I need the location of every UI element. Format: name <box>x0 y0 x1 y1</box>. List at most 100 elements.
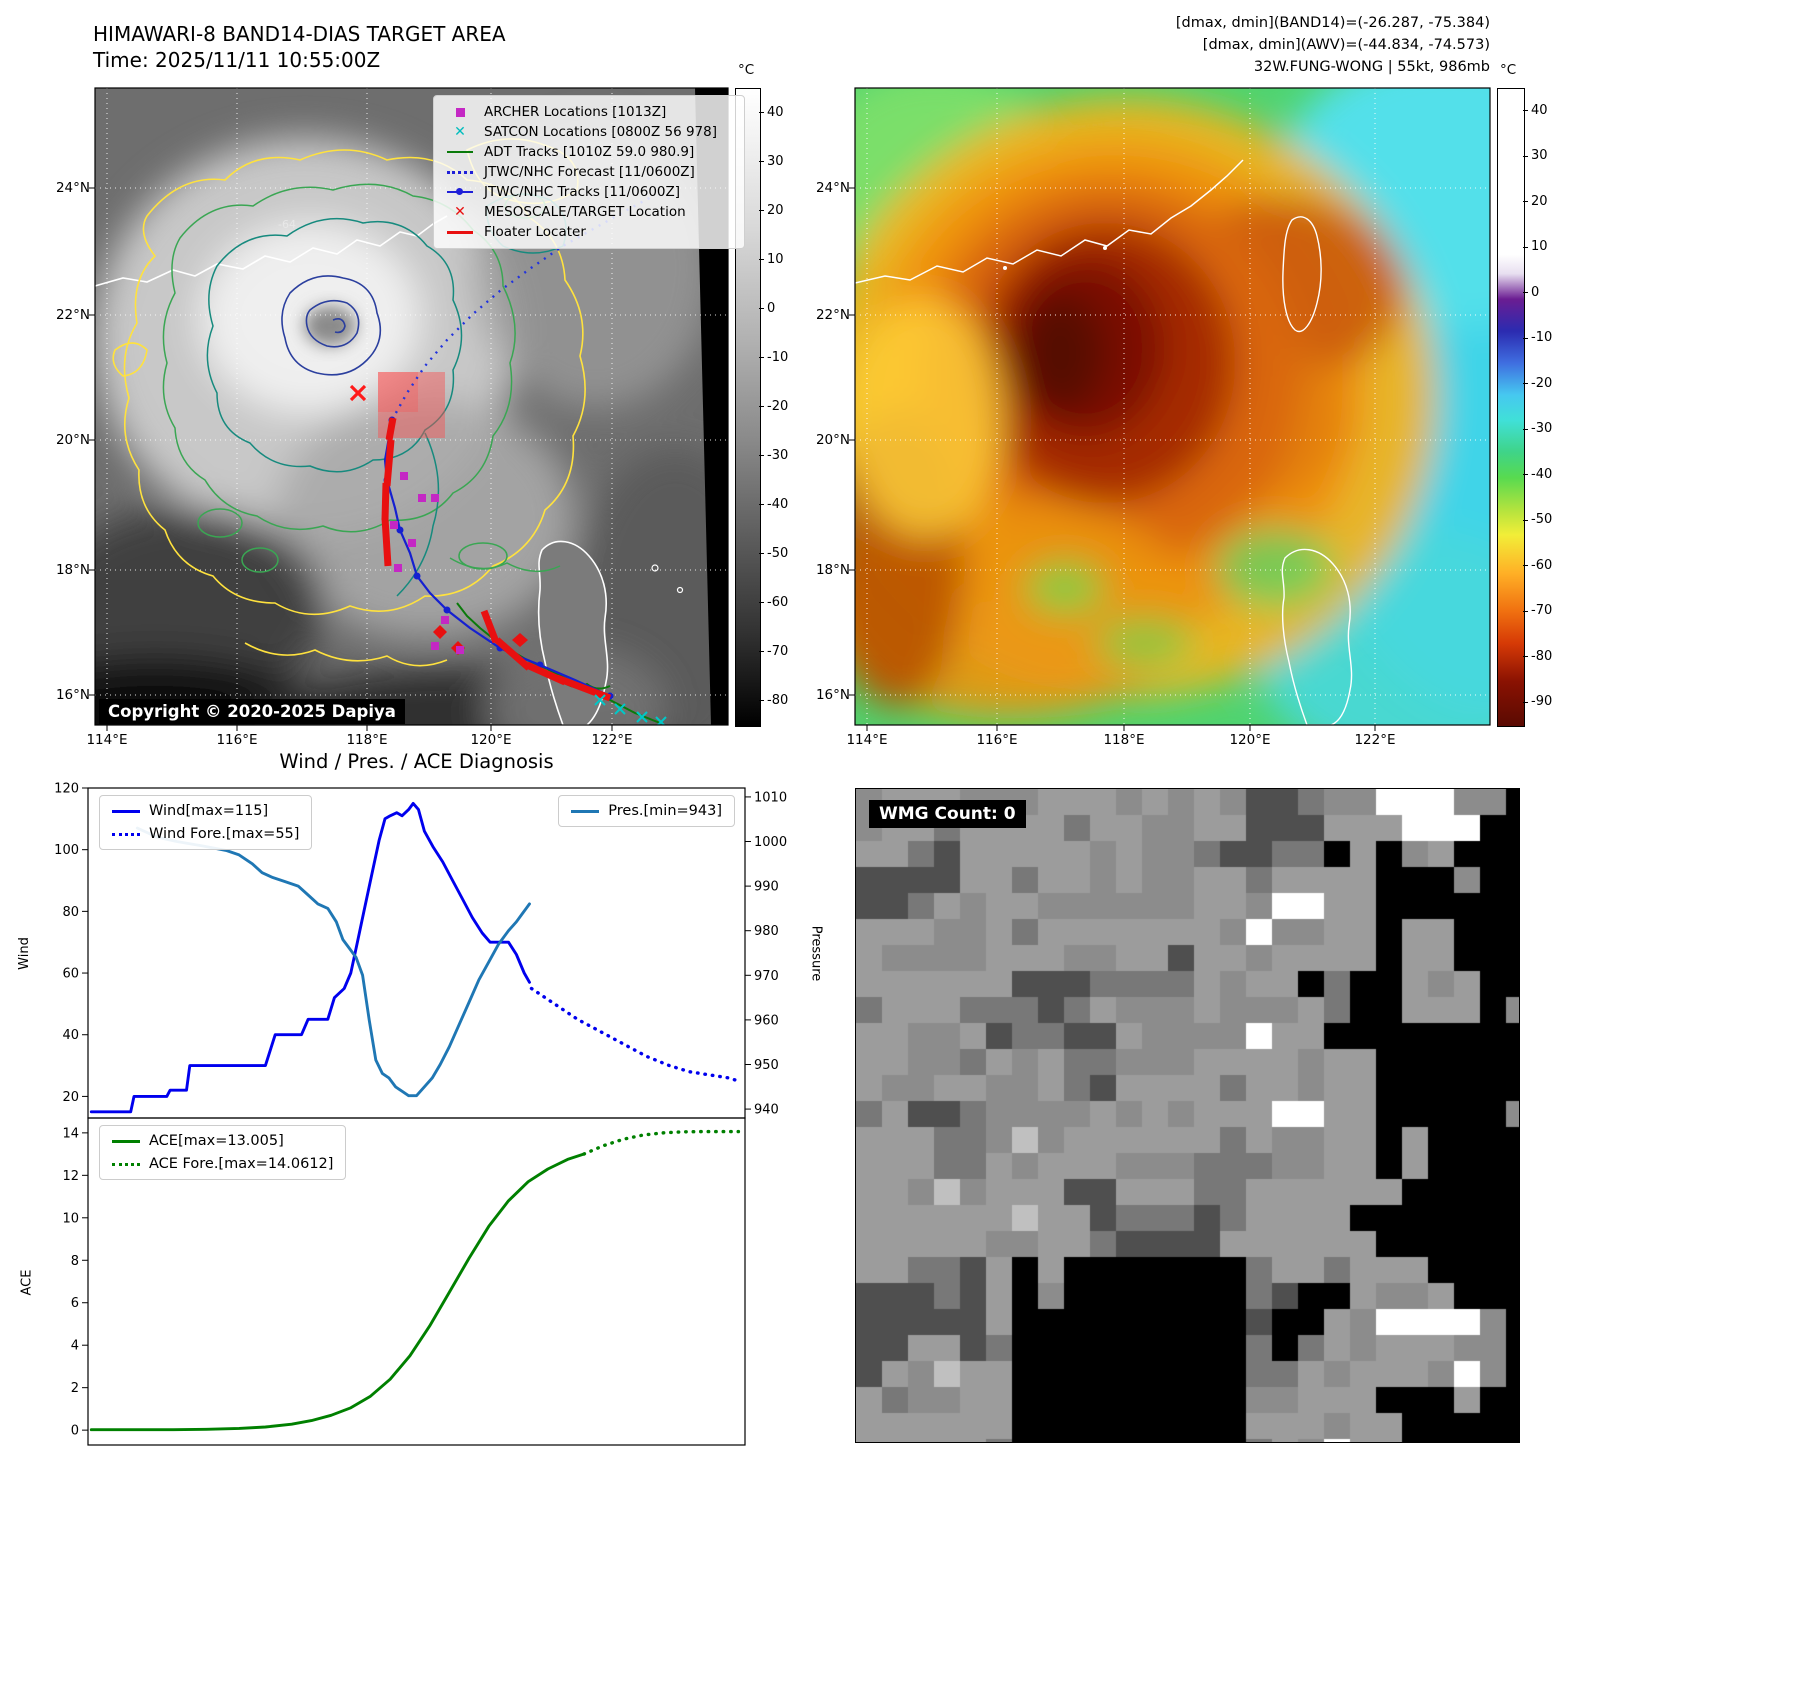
ace-legend: ACE[max=13.005] ACE Fore.[max=14.0612] <box>99 1125 347 1180</box>
axis-tick-label: 40 <box>62 1028 79 1043</box>
colorbar-tick-mark <box>1523 155 1528 157</box>
colorbar-tick-label: 40 <box>767 104 784 120</box>
lon-tick-label: 116°E <box>976 732 1018 748</box>
lat-tick-label: 24°N <box>55 180 90 196</box>
axis-tick-label: 950 <box>754 1058 779 1073</box>
china-coastline <box>855 159 1244 284</box>
lon-tick-label: 118°E <box>1103 732 1145 748</box>
colorbar-tick-mark <box>759 700 764 701</box>
colorbar-unit-label: °C <box>738 62 755 78</box>
colorbar-tick-mark <box>759 553 764 554</box>
axis-tick-label: 970 <box>754 969 779 984</box>
colorbar-tick-label: -70 <box>1531 603 1553 619</box>
colorbar-tick-mark <box>1523 110 1528 112</box>
copyright-watermark: Copyright © 2020-2025 Dapiya <box>99 699 405 724</box>
awv-color-field <box>855 88 1490 725</box>
colorbar-tick-label: 20 <box>767 202 784 218</box>
dmax-dmin-awv: [dmax, dmin](AWV)=(-44.834, -74.573) <box>1202 37 1490 53</box>
colorbar-tick-mark <box>1523 337 1528 339</box>
diagnosis-chart-title: Wind / Pres. / ACE Diagnosis <box>279 750 554 773</box>
lat-tick-label: 18°N <box>815 562 850 578</box>
colorbar-tick-mark <box>759 357 764 358</box>
colorbar-tick-mark <box>1523 701 1528 703</box>
colorbar-tick-mark <box>759 259 764 260</box>
band14-panel-time: Time: 2025/11/11 10:55:00Z <box>93 48 381 72</box>
colorbar-tick-label: 20 <box>1531 193 1548 209</box>
lat-tick-label: 24°N <box>815 180 850 196</box>
lon-tick-label: 122°E <box>1354 732 1396 748</box>
track-line-dot-icon <box>445 185 475 200</box>
colorbar-tick-label: -40 <box>767 496 789 512</box>
lon-tick-label: 114°E <box>86 732 128 748</box>
lat-tick-label: 20°N <box>55 432 90 448</box>
floater-line-icon <box>445 225 475 240</box>
axis-tick-label: 940 <box>754 1103 779 1118</box>
colorbar-tick-mark <box>1523 565 1528 567</box>
floater-track <box>381 417 612 702</box>
colorbar-tick-mark <box>1523 474 1528 476</box>
colorbar-tick-mark <box>759 210 764 211</box>
colorbar-tick-label: 10 <box>1531 239 1548 255</box>
awv-color-map <box>849 87 1491 731</box>
colorbar-tick-label: -20 <box>767 398 789 414</box>
colorbar-tick-label: -30 <box>1531 421 1553 437</box>
colorbar-tick-mark <box>759 651 764 652</box>
colorbar-tick-label: 30 <box>1531 148 1548 164</box>
lon-tick-label: 118°E <box>346 732 388 748</box>
colorbar-tick-label: -80 <box>1531 648 1553 664</box>
colorbar-tick-label: -50 <box>1531 512 1553 528</box>
axis-tick-label: 960 <box>754 1013 779 1028</box>
lat-tick-label: 22°N <box>815 307 850 323</box>
lat-tick-label: 16°N <box>815 687 850 703</box>
axis-tick-label: 990 <box>754 880 779 895</box>
legend-label: MESOSCALE/TARGET Location <box>484 204 686 220</box>
legend-label: ACE[max=13.005] <box>149 1133 284 1149</box>
lon-tick-label: 122°E <box>591 732 633 748</box>
map-axis-ticks <box>89 187 613 731</box>
series-line <box>135 826 531 1098</box>
colorbar-tick-label: 30 <box>767 153 784 169</box>
series-forecast <box>582 1129 741 1156</box>
lon-tick-label: 120°E <box>1229 732 1271 748</box>
lat-tick-label: 18°N <box>55 562 90 578</box>
colorbar-tick-mark <box>759 161 764 162</box>
lat-tick-label: 20°N <box>815 432 850 448</box>
wmg-panel <box>855 788 1520 1443</box>
colorbar-tick-mark <box>759 602 764 603</box>
forecast-dotted-line-icon <box>445 165 475 180</box>
colorbar-tick-label: -10 <box>767 349 789 365</box>
lon-tick-label: 120°E <box>470 732 512 748</box>
colorbar-tick-mark <box>1523 610 1528 612</box>
ace-forecast-line-icon <box>112 1162 140 1166</box>
satcon-x-icon: ✕ <box>454 123 466 140</box>
legend-label: ADT Tracks [1010Z 59.0 980.9] <box>484 144 695 160</box>
pressure-axis-label: Pressure <box>808 925 824 982</box>
legend-label: ACE Fore.[max=14.0612] <box>149 1156 334 1172</box>
axis-tick-label: 12 <box>62 1169 79 1184</box>
colorbar-tick-label: -20 <box>1531 375 1553 391</box>
awv-colorbar <box>1497 88 1525 727</box>
colorbar-tick-label: -80 <box>767 692 789 708</box>
china-coastline <box>95 215 448 287</box>
wmg-pixel-image <box>856 789 1519 1442</box>
axis-tick-label: 1000 <box>754 835 787 850</box>
colorbar-tick-mark <box>1523 246 1528 248</box>
colorbar-tick-label: -60 <box>767 594 789 610</box>
colorbar-tick-label: -60 <box>1531 557 1553 573</box>
colorbar-tick-label: -10 <box>1531 330 1553 346</box>
satcon-location-markers <box>594 694 667 725</box>
colorbar-unit-label: °C <box>1500 62 1517 78</box>
colorbar-tick-label: 0 <box>1531 284 1540 300</box>
archer-marker-icon <box>445 105 475 120</box>
axis-tick-label: 8 <box>71 1254 79 1269</box>
legend-label: ARCHER Locations [1013Z] <box>484 104 667 120</box>
archer-location-markers <box>390 472 464 654</box>
colorbar-tick-mark <box>1523 383 1528 385</box>
legend-label: SATCON Locations [0800Z 56 978] <box>484 124 717 140</box>
colorbar-tick-mark <box>1523 201 1528 203</box>
colorbar-tick-mark <box>759 504 764 505</box>
ir-contours <box>112 138 586 667</box>
lat-tick-label: 16°N <box>55 687 90 703</box>
band14-panel-title: HIMAWARI-8 BAND14-DIAS TARGET AREA <box>93 22 506 46</box>
